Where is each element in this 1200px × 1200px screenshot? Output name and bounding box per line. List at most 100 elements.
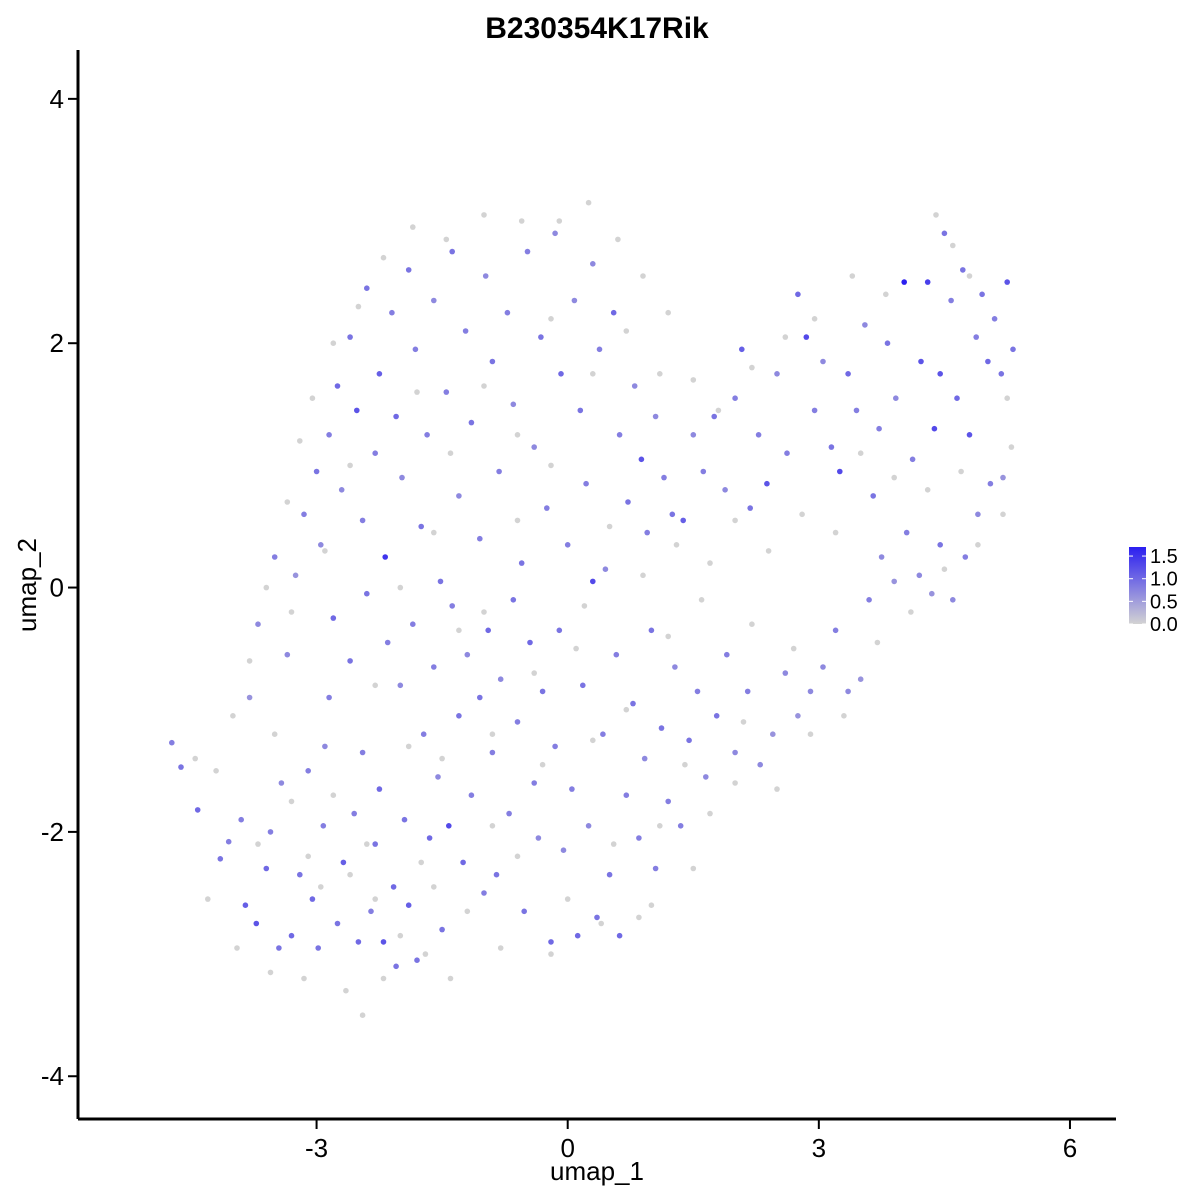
scatter-point: [431, 529, 437, 536]
scatter-point: [315, 945, 322, 951]
scatter-point: [443, 389, 450, 395]
scatter-point: [389, 309, 395, 316]
scatter-point: [481, 212, 487, 218]
scatter-point: [437, 578, 444, 585]
x-tick-label: -3: [305, 1133, 328, 1163]
scatter-point: [615, 236, 621, 243]
scatter-point: [284, 651, 291, 658]
scatter-point: [531, 780, 537, 786]
scatter-point: [739, 346, 745, 353]
scatter-point: [422, 951, 429, 957]
scatter-point: [606, 871, 613, 878]
scatter-point: [255, 621, 261, 627]
scatter-point: [707, 560, 713, 566]
scatter-point: [456, 627, 462, 634]
scatter-point: [497, 676, 504, 682]
scatter-point: [610, 841, 617, 847]
y-axis-ticks: -4 -2 0 2 4: [41, 84, 78, 1091]
y-tick-label: 4: [50, 84, 64, 114]
scatter-point: [309, 395, 316, 402]
scatter-point: [372, 896, 379, 902]
scatter-point: [305, 853, 312, 860]
scatter-point: [623, 792, 630, 798]
scatter-point: [641, 755, 648, 762]
scatter-point: [263, 584, 270, 591]
scatter-point: [355, 303, 362, 310]
scatter-point: [690, 377, 697, 383]
scatter-point: [901, 279, 907, 285]
scatter-point: [368, 908, 374, 915]
scatter-point: [397, 932, 404, 939]
scatter-point: [590, 371, 596, 377]
scatter-point: [580, 682, 586, 689]
legend-tick-label: 1.0: [1150, 569, 1178, 591]
scatter-point: [497, 945, 504, 951]
scatter-point: [560, 847, 567, 853]
scatter-point: [552, 743, 558, 750]
scatter-point: [782, 334, 789, 340]
scatter-point: [288, 609, 295, 615]
scatter-point: [950, 242, 956, 249]
scatter-point: [334, 383, 341, 389]
scatter-point: [548, 951, 554, 957]
scatter-point: [713, 713, 720, 719]
scatter-point: [857, 676, 864, 682]
scatter-point: [431, 297, 437, 304]
scatter-point: [347, 334, 353, 340]
scatter-point: [715, 407, 722, 414]
scatter-point: [985, 358, 991, 365]
scatter-point: [556, 627, 563, 634]
scatter-point: [732, 395, 738, 402]
legend-tick-label: 0.5: [1150, 591, 1178, 613]
x-tick-label: 6: [1063, 1133, 1077, 1163]
scatter-point: [489, 731, 496, 737]
scatter-point: [918, 358, 924, 365]
scatter-point: [573, 645, 579, 652]
scatter-point: [975, 511, 981, 518]
scatter-point: [343, 987, 349, 994]
scatter-point: [722, 487, 728, 493]
scatter-point: [673, 542, 680, 548]
scatter-point: [376, 786, 383, 792]
scatter-point: [832, 627, 839, 634]
scatter-point: [732, 780, 738, 786]
scatter-point: [382, 554, 389, 560]
scatter-point: [979, 291, 985, 298]
scatter-point: [782, 670, 789, 676]
scatter-point: [213, 768, 219, 774]
scatter-point: [359, 1012, 366, 1018]
scatter-point: [178, 764, 184, 770]
scatter-point: [811, 316, 818, 322]
scatter-point: [623, 328, 630, 334]
scatter-point: [690, 865, 697, 872]
scatter-point: [234, 945, 240, 951]
scatter-point: [574, 932, 581, 939]
scatter-point: [364, 285, 370, 292]
scatter-point: [606, 523, 613, 530]
scatter-point: [585, 199, 592, 206]
scatter-point: [966, 432, 973, 438]
scatter-point: [924, 487, 931, 493]
color-legend: 0.00.51.01.5: [1129, 546, 1178, 636]
scatter-point: [790, 645, 797, 652]
scatter-point: [205, 896, 211, 902]
scatter-point: [424, 432, 430, 438]
scatter-point: [439, 755, 445, 762]
scatter-point: [439, 926, 445, 933]
scatter-point: [401, 816, 408, 823]
scatter-point: [393, 963, 399, 970]
scatter-point: [677, 823, 684, 829]
scatter-point: [958, 468, 964, 475]
scatter-point: [931, 425, 938, 432]
scatter-point: [246, 658, 253, 664]
color-legend-bar: [1129, 547, 1146, 624]
scatter-point: [313, 468, 320, 475]
scatter-point: [665, 309, 671, 316]
scatter-point: [414, 389, 420, 395]
scatter-point: [807, 688, 814, 695]
scatter-point: [481, 609, 487, 615]
scatter-point: [631, 383, 638, 389]
scatter-point: [504, 309, 511, 316]
scatter-point: [891, 578, 897, 585]
scatter-point: [288, 932, 295, 939]
